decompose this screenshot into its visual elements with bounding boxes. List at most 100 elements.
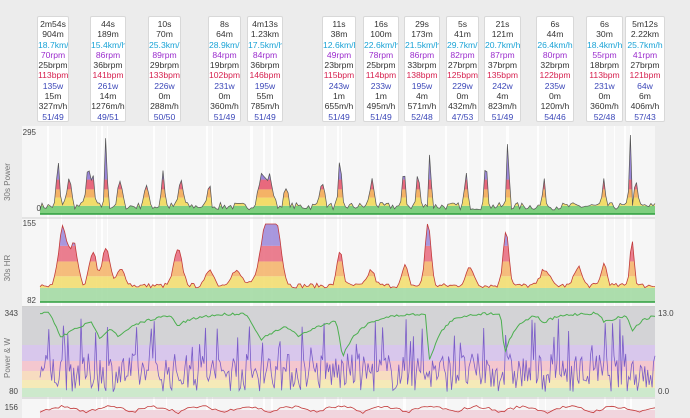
activity-charts: 30s Power 295 0 30s HR 155 82 Power & W …	[3, 126, 674, 418]
interval-climb-time: 55m	[256, 91, 274, 102]
interval-hr: 115bpm	[323, 70, 355, 81]
interval-card[interactable]: 29s 173m 21.5km/h 86rpm 33brpm 138bpm 195w 4m 57…	[404, 16, 440, 122]
interval-count: 57/43	[634, 111, 656, 122]
interval-speed: 12.6km/h	[323, 39, 356, 50]
interval-highlight	[624, 126, 626, 418]
interval-resp: 18brpm	[589, 60, 620, 71]
interval-resp: 25brpm	[38, 60, 68, 71]
wbal-axis-min: 80	[9, 387, 18, 396]
interval-cadence: 49rpm	[326, 49, 352, 60]
interval-highlight	[324, 126, 326, 418]
interval-hr: 146bpm	[249, 70, 281, 81]
interval-hr: 121bpm	[629, 70, 661, 81]
interval-count: 51/49	[213, 111, 236, 122]
interval-climb-time: 1m	[375, 91, 387, 102]
interval-vam: 495m/h	[366, 101, 396, 112]
interval-speed: 22.6km/h	[364, 39, 399, 50]
interval-card[interactable]: 4m13s 1.23km 17.5km/h 84rpm 36brpm 146bpm 195w…	[247, 16, 283, 122]
interval-power: 195w	[254, 80, 276, 91]
interval-power: 229w	[452, 80, 473, 91]
interval-count: 51/49	[42, 111, 64, 122]
interval-vam: 432m/h	[448, 101, 477, 112]
interval-duration: 6s	[599, 19, 610, 29]
interval-resp: 36brpm	[250, 60, 280, 71]
interval-card[interactable]: 5s 41m 29.7km/h 82rpm 27brpm 125bpm 229w 0m 432m…	[446, 16, 479, 122]
interval-climb-time: 1m	[333, 91, 345, 102]
interval-cadence: 87rpm	[490, 49, 515, 60]
power-axis-min: 0	[37, 204, 42, 213]
interval-highlight	[614, 126, 615, 418]
power-zone-band	[40, 205, 655, 214]
interval-card[interactable]: 10s 70m 25.3km/h 89rpm 29brpm 133bpm 226w 0m 288…	[148, 16, 181, 122]
interval-resp: 25brpm	[366, 60, 396, 71]
interval-duration: 4m13s	[252, 19, 278, 29]
wbal-right-axis-max: 13.0	[658, 309, 674, 318]
interval-climb-time: 4m	[496, 91, 509, 102]
interval-climb-time: 0m	[598, 91, 611, 102]
interval-power: 231w	[594, 80, 615, 91]
wbal-axis-max: 343	[5, 309, 19, 318]
wbal-line	[40, 311, 656, 360]
wbal-zone-bands	[22, 307, 655, 397]
interval-hr: 113bpm	[38, 70, 69, 81]
interval-power: 226w	[154, 80, 175, 91]
interval-card[interactable]: 11s 38m 12.6km/h 49rpm 23brpm 115bpm 243w 1m 655…	[322, 16, 356, 122]
interval-duration: 29s	[415, 19, 429, 29]
interval-hr: 141bpm	[92, 70, 124, 81]
interval-distance: 121m	[491, 29, 514, 40]
interval-distance: 904m	[42, 29, 64, 40]
interval-climb-time: 0m	[158, 91, 171, 102]
interval-duration: 5m12s	[632, 19, 658, 29]
interval-card[interactable]: 2m54s904m18.7km/h70rpm25brpm113bpm135w15…	[37, 16, 69, 122]
interval-speed: 26.4km/h	[537, 39, 573, 50]
interval-power: 135w	[42, 80, 64, 91]
interval-resp: 19brpm	[209, 60, 240, 71]
interval-power: 233w	[370, 80, 392, 91]
interval-cadence: 84rpm	[252, 49, 278, 60]
interval-cadence: 86rpm	[409, 49, 435, 60]
interval-climb-time: 4m	[416, 91, 428, 102]
interval-distance: 64m	[216, 29, 233, 40]
interval-hr: 138bpm	[406, 70, 438, 81]
interval-vam: 571m/h	[407, 101, 437, 112]
interval-highlight	[481, 126, 483, 418]
interval-vam: 360m/h	[590, 101, 619, 112]
interval-distance: 2.22km	[630, 29, 660, 40]
interval-speed: 17.5km/h	[248, 39, 283, 50]
interval-count: 52/48	[411, 111, 433, 122]
wbal-chart-plot[interactable]	[39, 311, 656, 392]
interval-count: 51/49	[491, 111, 514, 122]
interval-card[interactable]: 5m12s 2.22km 25.7km/h 41rpm 27brpm 121bpm 64w 6…	[625, 16, 665, 122]
interval-card[interactable]: 44s 189m 15.4km/h 86rpm 36brpm 141bpm 261w 14m 1…	[90, 16, 126, 122]
interval-duration: 6s	[550, 19, 560, 29]
interval-cadence: 80rpm	[542, 49, 568, 60]
interval-card[interactable]: 6s 44m 26.4km/h 80rpm 32brpm 122bpm 235w 0m 120m…	[536, 16, 574, 122]
interval-count: 49/51	[97, 111, 119, 122]
wbal-axis-title: Power & W	[3, 338, 12, 378]
interval-resp: 33brpm	[407, 60, 437, 71]
interval-hr: 135bpm	[486, 70, 519, 81]
interval-card[interactable]: 16s 100m 22.6km/h 78rpm 25brpm 114bpm 233w 1m 49…	[363, 16, 399, 122]
interval-vam: 1276m/h	[91, 101, 125, 112]
interval-power: 64w	[637, 80, 653, 91]
interval-duration: 21s	[495, 19, 510, 29]
interval-distance: 189m	[97, 29, 119, 40]
hr-axis-min: 82	[27, 296, 36, 305]
interval-duration: 5s	[457, 19, 468, 29]
interval-climb-time: 0m	[218, 91, 231, 102]
interval-card[interactable]: 21s 121m 20.7km/h 87rpm 37brpm 135bpm 242w 4m 82…	[484, 16, 521, 122]
interval-highlight	[250, 126, 253, 418]
interval-speed: 18.4km/h	[587, 39, 623, 50]
interval-climb-time: 0m	[456, 91, 469, 102]
interval-hr: 125bpm	[447, 70, 479, 81]
interval-highlight	[568, 126, 569, 418]
interval-count: 51/49	[254, 111, 276, 122]
interval-card[interactable]: 6s 30m 18.4km/h 55rpm 18brpm 113bpm 231w 0m 360m…	[586, 16, 623, 122]
interval-cadence: 55rpm	[592, 49, 617, 60]
bottom-chart-plot[interactable]	[39, 405, 656, 418]
interval-resp: 29brpm	[149, 60, 180, 71]
interval-highlight	[537, 126, 539, 418]
interval-highlight	[47, 126, 49, 418]
interval-distance: 38m	[330, 29, 348, 40]
interval-card[interactable]: 8s 64m 28.9km/h 84rpm 19brpm 102bpm 231w 0m 360m…	[208, 16, 241, 122]
